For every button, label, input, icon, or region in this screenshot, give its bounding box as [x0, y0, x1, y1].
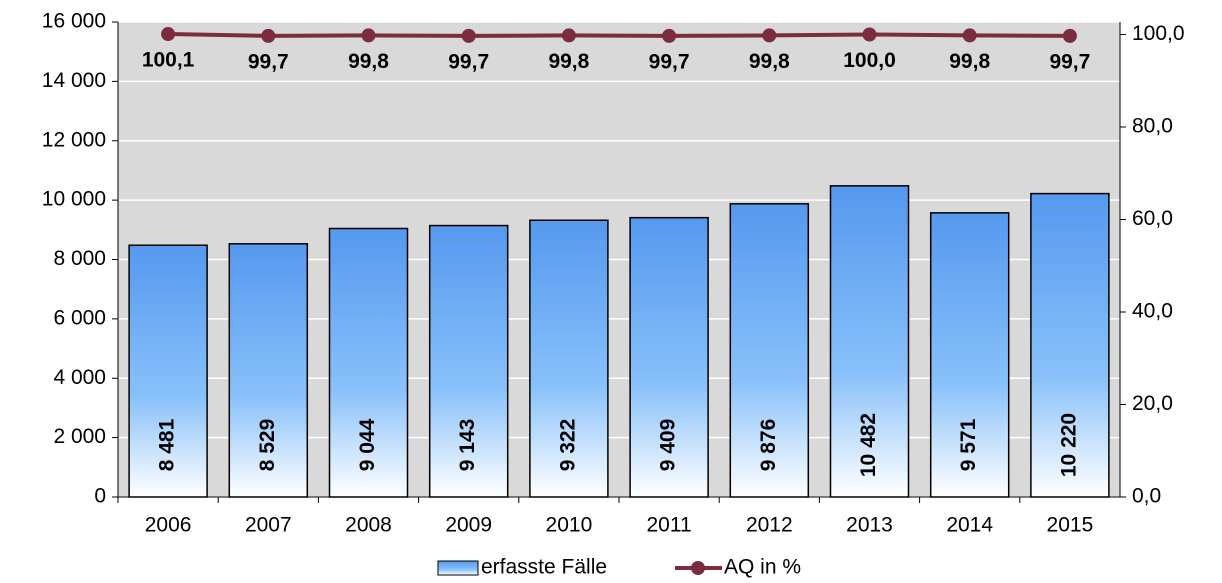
bar — [128, 244, 208, 498]
bar — [529, 219, 609, 498]
x-tick-label: 2011 — [647, 514, 692, 537]
x-tick-label: 2009 — [445, 514, 492, 537]
y2-tick-label: 60,0 — [1132, 207, 1173, 230]
line-value-label: 100,1 — [142, 49, 195, 72]
bar — [428, 224, 509, 498]
x-tick-label: 2006 — [145, 514, 192, 537]
x-tick-label: 2007 — [245, 514, 292, 537]
y2-tick-label: 0,0 — [1132, 485, 1161, 508]
x-tick-label: 2014 — [946, 514, 993, 537]
bar — [629, 216, 709, 498]
y2-tick-label: 40,0 — [1132, 300, 1173, 323]
y-tick-label: 10 000 — [42, 188, 106, 211]
x-tick-label: 2015 — [1047, 514, 1094, 537]
line-value-label: 99,8 — [949, 50, 990, 73]
bar — [228, 243, 309, 498]
bar — [729, 203, 810, 498]
line-point — [1062, 28, 1077, 43]
y-tick-label: 14 000 — [42, 69, 106, 92]
line-value-label: 99,7 — [649, 50, 690, 73]
bar-value-label: 10 220 — [1057, 413, 1080, 477]
line-point — [762, 28, 777, 43]
line-point — [662, 28, 677, 43]
y2-tick-label: 80,0 — [1132, 115, 1173, 138]
bar — [929, 212, 1010, 498]
line — [168, 32, 1070, 38]
x-tick-label: 2010 — [546, 514, 593, 537]
bar-value-label: 9 143 — [456, 419, 479, 472]
bar-value-label: 8 481 — [156, 418, 179, 471]
line-value-label: 99,8 — [348, 50, 389, 73]
y-tick-label: 8 000 — [53, 247, 106, 270]
line-value-label: 99,7 — [1049, 50, 1090, 73]
line-point — [361, 28, 376, 43]
y-tick-label: 16 000 — [42, 10, 106, 33]
y2-tick-label: 20,0 — [1132, 392, 1173, 415]
y-tick-label: 0 — [94, 485, 106, 508]
y-tick-label: 2 000 — [53, 425, 106, 448]
legend-swatch — [437, 560, 479, 576]
legend-marker — [691, 561, 705, 575]
bar — [1030, 192, 1110, 498]
y-tick-label: 12 000 — [42, 128, 106, 151]
bar-value-label: 10 482 — [857, 413, 880, 477]
legend-label: erfasste Fälle — [481, 556, 607, 579]
line-point — [561, 28, 576, 43]
y-tick-label: 6 000 — [53, 306, 106, 329]
line-point — [161, 27, 176, 42]
legend-label: AQ in % — [724, 556, 801, 579]
x-tick-label: 2013 — [846, 514, 893, 537]
line-value-label: 99,7 — [448, 50, 489, 73]
bar-value-label: 9 876 — [757, 419, 780, 472]
bar — [829, 185, 910, 498]
line-point — [261, 28, 276, 43]
bar — [328, 227, 409, 498]
bar-value-label: 9 409 — [657, 419, 680, 472]
bar-value-label: 9 044 — [356, 418, 379, 471]
bar-value-label: 9 322 — [556, 419, 579, 472]
line-value-label: 99,8 — [749, 50, 790, 73]
x-tick-label: 2012 — [746, 514, 793, 537]
y-tick-label: 4 000 — [53, 366, 106, 389]
bar-value-label: 9 571 — [957, 418, 980, 471]
line-value-label: 100,0 — [843, 49, 896, 72]
bar-value-label: 8 529 — [256, 419, 279, 472]
x-tick-label: 2008 — [345, 514, 392, 537]
line-point — [962, 28, 977, 43]
line-point — [461, 28, 476, 43]
y2-tick-label: 100,0 — [1132, 22, 1185, 45]
line-value-label: 99,7 — [248, 50, 289, 73]
line-value-label: 99,8 — [548, 50, 589, 73]
line-point — [862, 27, 877, 42]
